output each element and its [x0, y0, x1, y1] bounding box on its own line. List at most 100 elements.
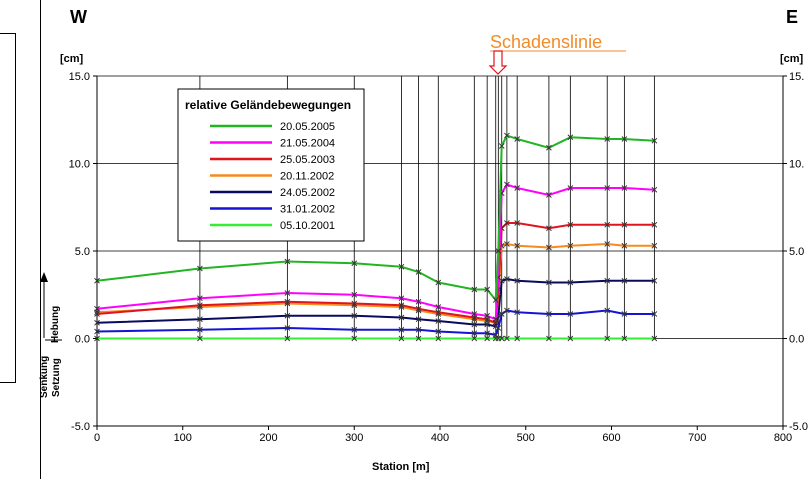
data-point-marker: [284, 335, 291, 342]
data-point-marker: [567, 311, 574, 317]
data-point-marker: [567, 134, 574, 141]
left-panel-edge: [0, 33, 16, 383]
data-point-marker: [546, 244, 552, 251]
data-point-marker: [604, 241, 611, 247]
data-point-marker: [492, 297, 499, 303]
data-point-marker: [504, 241, 510, 247]
y-unit-right: [cm]: [780, 53, 804, 65]
data-point-marker: [94, 319, 100, 326]
legend-label: 20.11.2002: [280, 171, 334, 183]
data-point-marker: [484, 330, 490, 337]
data-point-marker: [567, 185, 574, 191]
data-point-marker: [621, 185, 628, 191]
data-point-marker: [546, 144, 552, 151]
data-point-marker: [415, 335, 422, 342]
data-point-marker: [546, 311, 552, 317]
data-point-marker: [621, 221, 628, 228]
x-axis-label: Station [m]: [372, 461, 430, 473]
data-point-marker: [651, 311, 658, 317]
data-point-marker: [621, 277, 628, 284]
data-point-marker: [504, 335, 510, 342]
data-point-marker: [398, 302, 405, 309]
y-tick-label: 5.0: [75, 246, 90, 258]
y-tick-label-right: 15.: [789, 71, 804, 83]
data-point-marker: [604, 307, 611, 314]
data-point-marker: [651, 242, 658, 249]
data-point-marker: [284, 312, 291, 319]
data-point-marker: [567, 242, 574, 249]
data-point-marker: [197, 302, 203, 309]
x-tick-label: 500: [517, 432, 535, 444]
data-point-marker: [197, 295, 203, 302]
data-point-marker: [621, 242, 628, 249]
data-point-marker: [94, 335, 100, 342]
data-point-marker: [197, 335, 203, 342]
data-point-marker: [435, 328, 442, 335]
data-point-marker: [567, 335, 574, 342]
legend-items: 20.05.2005 21.05.2004 25.05.2003 20.11.2002…: [210, 121, 335, 232]
y-tick-label: 15.0: [69, 71, 90, 83]
data-point-marker: [435, 309, 442, 316]
x-tick-label: 800: [774, 432, 792, 444]
y-tick-label-right: 5.0: [789, 246, 804, 258]
data-point-marker: [351, 312, 358, 319]
legend-label: 20.05.2005: [280, 121, 335, 133]
data-point-marker: [398, 326, 405, 333]
west-label: W: [70, 7, 87, 27]
data-point-marker: [284, 258, 291, 265]
y-tick-label-right: 10.: [789, 159, 804, 171]
east-label: E: [786, 7, 798, 27]
annotation-arrow: [488, 50, 508, 75]
data-point-marker: [546, 335, 552, 342]
data-point-marker: [415, 269, 422, 275]
data-point-marker: [351, 326, 358, 333]
data-point-marker: [471, 330, 478, 337]
data-point-marker: [197, 326, 203, 333]
legend-box: [177, 88, 365, 242]
data-point-marker: [94, 311, 100, 317]
data-point-marker: [504, 307, 510, 314]
data-point-marker: [284, 298, 291, 305]
data-point-marker: [504, 132, 510, 139]
legend-title: relative Geländebewegungen: [185, 98, 351, 112]
data-point-marker: [415, 316, 422, 323]
x-tick-label: 400: [431, 432, 449, 444]
data-point-marker: [621, 311, 628, 317]
x-tick-label: 700: [688, 432, 706, 444]
data-point-marker: [471, 335, 478, 342]
series-lines: [94, 132, 658, 342]
legend-label: 31.01.2002: [280, 204, 335, 216]
data-point-marker: [351, 260, 358, 267]
data-point-marker: [351, 335, 358, 342]
data-point-marker: [604, 185, 611, 191]
y-tick-label: 10.0: [69, 159, 90, 171]
legend-label: 24.05.2002: [280, 187, 335, 199]
data-point-marker: [546, 192, 552, 198]
data-point-marker: [284, 290, 291, 296]
senkung-label: Senkung: [39, 356, 50, 398]
data-point-marker: [435, 304, 442, 310]
data-point-marker: [546, 279, 552, 286]
data-point-marker: [471, 311, 478, 317]
data-point-marker: [197, 265, 203, 272]
data-point-marker: [651, 137, 658, 144]
data-point-marker: [415, 298, 422, 305]
data-point-marker: [484, 312, 490, 319]
data-point-marker: [514, 277, 520, 284]
data-point-marker: [351, 291, 358, 298]
y-tick-label-right: 0.0: [789, 334, 804, 346]
data-point-marker: [514, 242, 520, 249]
data-point-marker: [567, 221, 574, 228]
data-point-marker: [567, 279, 574, 286]
data-point-marker: [398, 295, 405, 302]
x-tick-label: 100: [174, 432, 192, 444]
series-line: [96, 277, 655, 328]
data-point-marker: [604, 335, 611, 342]
axes: 15.0 15. 10.0 10. 5.0 5.0 0.0 0.0 -5.0 -5.0 0 100 20…: [69, 71, 808, 444]
y-tick-label-right: -5.0: [789, 421, 808, 433]
y-tick-label: -5.0: [71, 421, 90, 433]
data-point-marker: [484, 286, 490, 293]
data-point-marker: [514, 309, 520, 316]
legend: relative Geländebewegungen 20.05.2005 21.…: [177, 88, 365, 242]
